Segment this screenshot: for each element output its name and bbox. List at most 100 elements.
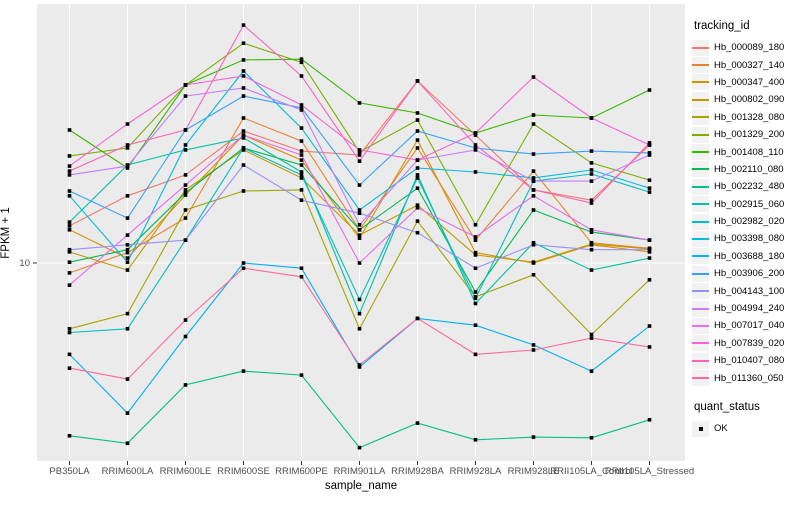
data-point-marker — [647, 88, 652, 92]
data-point-marker — [299, 188, 304, 192]
legend-key-line — [692, 220, 709, 223]
data-point-marker — [299, 139, 304, 143]
legend-label: Hb_011360_050 — [714, 372, 784, 384]
legend-item-Hb_002915_060: Hb_002915_060 — [692, 196, 800, 213]
data-point-marker — [299, 163, 304, 167]
data-point-marker — [357, 445, 362, 450]
data-point-marker — [67, 247, 72, 252]
legend-item-Hb_000802_090: Hb_000802_090 — [692, 91, 800, 108]
data-point-marker — [473, 235, 478, 239]
data-point-marker — [589, 179, 594, 183]
legend-key-line — [692, 64, 709, 67]
legend-key-swatch — [692, 317, 709, 334]
data-point-marker — [531, 179, 536, 183]
data-point-marker — [473, 170, 478, 174]
data-point-marker — [183, 193, 188, 197]
legend-label: Hb_004143_100 — [714, 285, 785, 297]
legend-key-swatch — [692, 248, 709, 265]
data-point-marker — [125, 326, 130, 331]
data-point-marker — [531, 113, 536, 117]
data-point-marker — [67, 366, 72, 370]
legend-label: Hb_007017_040 — [714, 320, 785, 332]
data-point-marker — [531, 122, 536, 126]
legend-item-Hb_010407_080: Hb_010407_080 — [692, 352, 800, 369]
data-point-marker — [357, 261, 362, 265]
data-point-marker — [415, 219, 420, 223]
data-point-marker — [125, 268, 130, 272]
legend-key-swatch — [692, 144, 709, 161]
data-point-marker — [531, 169, 536, 173]
data-point-marker — [473, 238, 478, 242]
data-point-marker — [647, 417, 652, 422]
data-point-marker — [67, 330, 72, 335]
data-point-marker — [241, 116, 246, 120]
legend-title-tracking-id: tracking_id — [694, 20, 750, 32]
data-point-marker — [241, 69, 246, 73]
legend-key-line — [692, 290, 709, 293]
legend-item-Hb_000327_140: Hb_000327_140 — [692, 56, 800, 74]
data-point-marker — [357, 101, 362, 105]
legend-label: Hb_002982_020 — [714, 216, 785, 228]
data-point-marker — [415, 421, 420, 425]
legend-title-quant-status: quant_status — [694, 400, 760, 413]
data-point-marker — [357, 159, 362, 163]
data-point-marker — [299, 170, 304, 174]
legend-key-swatch — [692, 283, 709, 300]
legend-item-ok: OK — [692, 420, 800, 437]
data-point-marker — [415, 79, 420, 83]
data-point-marker — [357, 183, 362, 187]
legend-label: OK — [714, 423, 728, 434]
x-axis-tick-label: RRIM901LA — [334, 466, 386, 477]
quant-status-key — [692, 420, 709, 437]
legend-item-Hb_004994_240: Hb_004994_240 — [692, 300, 800, 317]
legend-item-Hb_001408_110: Hb_001408_110 — [692, 143, 800, 161]
data-point-marker — [647, 345, 652, 349]
data-point-marker — [241, 369, 246, 373]
data-point-marker — [241, 94, 246, 98]
x-axis-tick-label: RRII105LA_Stressed — [605, 466, 694, 477]
data-point-marker — [299, 74, 304, 78]
legend-label: Hb_001408_110 — [714, 146, 784, 158]
legend-key-line — [692, 133, 709, 136]
data-point-marker — [241, 148, 246, 152]
data-point-marker — [299, 57, 304, 61]
data-point-marker — [67, 433, 72, 438]
data-point-marker — [357, 227, 362, 232]
data-point-marker — [647, 178, 652, 182]
data-point-marker — [183, 94, 188, 98]
data-point-marker — [125, 247, 130, 252]
data-point-marker — [67, 164, 72, 168]
data-point-marker — [473, 250, 478, 255]
data-point-marker — [299, 274, 304, 279]
legend-item-Hb_003688_180: Hb_003688_180 — [692, 248, 800, 265]
x-axis-tick-label: PB350LA — [49, 466, 90, 477]
data-point-marker — [299, 198, 304, 202]
data-point-marker — [589, 172, 594, 176]
data-point-marker — [299, 108, 304, 112]
data-point-marker — [241, 266, 246, 271]
data-point-marker — [531, 188, 536, 192]
data-point-marker — [357, 297, 362, 302]
data-point-marker — [67, 326, 72, 331]
legend-key-swatch — [692, 91, 709, 108]
x-axis-tick-label: RRIM928BA — [391, 466, 444, 477]
data-point-marker — [125, 233, 130, 237]
data-point-marker — [241, 146, 246, 150]
legend-label: Hb_000089_180 — [714, 42, 785, 54]
data-point-marker — [589, 435, 594, 440]
data-point-marker — [299, 106, 304, 110]
legend-label: Hb_001329_200 — [714, 129, 785, 141]
data-point-marker — [183, 143, 188, 147]
x-axis-tick-label: RRIM600LE — [160, 466, 212, 477]
data-point-marker — [67, 271, 72, 275]
data-point-marker — [647, 238, 652, 242]
data-point-marker — [473, 352, 478, 357]
data-point-marker — [647, 278, 652, 282]
data-point-marker — [67, 194, 72, 198]
data-point-marker — [67, 224, 72, 228]
data-point-marker — [415, 205, 420, 210]
legend-key-line — [692, 342, 709, 345]
data-point-marker — [357, 211, 362, 216]
data-point-marker — [589, 242, 594, 246]
legend-item-Hb_003398_080: Hb_003398_080 — [692, 230, 800, 247]
